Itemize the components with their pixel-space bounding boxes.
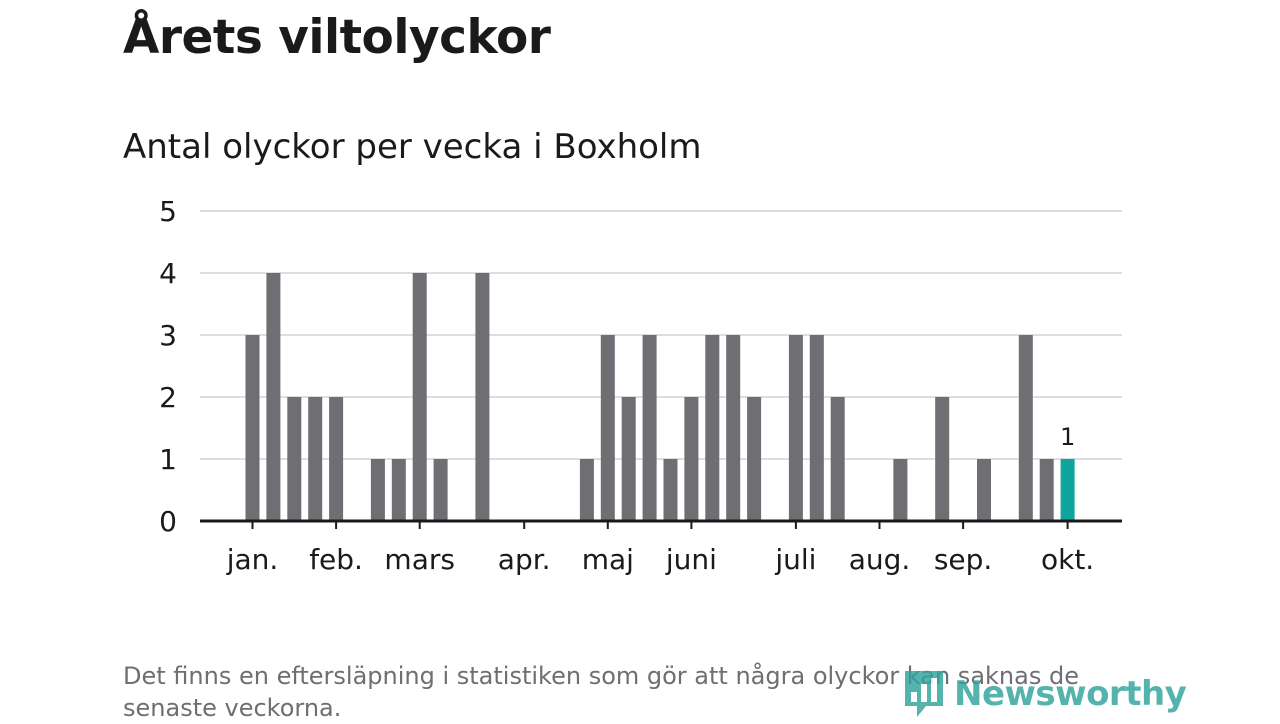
bar-week-9	[370, 459, 385, 521]
bar-week-40	[1018, 335, 1033, 521]
y-axis-ticks: 0 1 2 3 4 5	[159, 195, 177, 538]
data-labels: 1	[1060, 423, 1075, 451]
bar-week-12	[433, 459, 448, 521]
y-tick-label-4: 4	[159, 257, 177, 290]
x-axis: jan. feb. mars apr. maj juni juli aug. sep. okt.	[200, 519, 1122, 576]
bar-week-14	[475, 273, 490, 521]
gridlines	[200, 210, 1122, 460]
bar-week-34	[893, 459, 908, 521]
x-tick-label-sep.: sep.	[934, 543, 993, 576]
bar-week-3	[245, 335, 260, 521]
bar-week-5	[287, 397, 302, 521]
x-tick-label-mars: mars	[384, 543, 455, 576]
bar-week-10	[391, 459, 406, 521]
bar-week-29	[788, 335, 803, 521]
newsworthy-logo: Newsworthy	[902, 668, 1187, 720]
chart-title: Årets viltolyckor	[123, 10, 551, 65]
bar-week-7	[329, 397, 344, 521]
y-tick-label-0: 0	[159, 505, 177, 538]
data-label-week-42: 1	[1060, 423, 1075, 451]
bar-week-23	[663, 459, 678, 521]
x-tick-label-juni: juni	[665, 543, 717, 576]
y-tick-label-3: 3	[159, 319, 177, 352]
bar-week-19	[579, 459, 594, 521]
bar-week-31	[830, 397, 845, 521]
bar-week-26	[726, 335, 741, 521]
bar-chart-speech-bubble-icon	[905, 671, 943, 717]
bar-week-27	[747, 397, 762, 521]
x-tick-label-juli: juli	[774, 543, 816, 576]
y-tick-label-5: 5	[159, 195, 177, 228]
bar-week-6	[308, 397, 323, 521]
bar-week-30	[809, 335, 824, 521]
bar-week-42	[1060, 459, 1075, 521]
bar-week-22	[642, 335, 657, 521]
x-tick-label-jan.: jan.	[226, 543, 279, 576]
chart-subtitle: Antal olyckor per vecka i Boxholm	[123, 127, 702, 167]
x-tick-label-maj: maj	[582, 543, 634, 576]
bar-week-21	[621, 397, 636, 521]
bars	[245, 273, 1075, 521]
y-tick-label-1: 1	[159, 443, 177, 476]
bar-week-38	[977, 459, 991, 521]
x-tick-label-aug.: aug.	[849, 543, 911, 576]
bar-week-41	[1039, 459, 1054, 521]
x-tick-label-okt.: okt.	[1041, 543, 1094, 576]
x-tick-label-apr.: apr.	[498, 543, 551, 576]
bar-week-24	[684, 397, 699, 521]
bar-week-11	[412, 273, 427, 521]
x-tick-label-feb.: feb.	[309, 543, 363, 576]
y-tick-label-2: 2	[159, 381, 177, 414]
weekly-accidents-bar-chart: 0 1 2 3 4 5 jan. feb. mars apr. maj juni juli aug. se…	[159, 195, 1122, 576]
bar-week-25	[705, 335, 720, 521]
bar-week-36	[935, 397, 950, 521]
bar-week-4	[266, 273, 281, 521]
logo-text: Newsworthy	[954, 674, 1187, 714]
bar-week-20	[600, 335, 615, 521]
